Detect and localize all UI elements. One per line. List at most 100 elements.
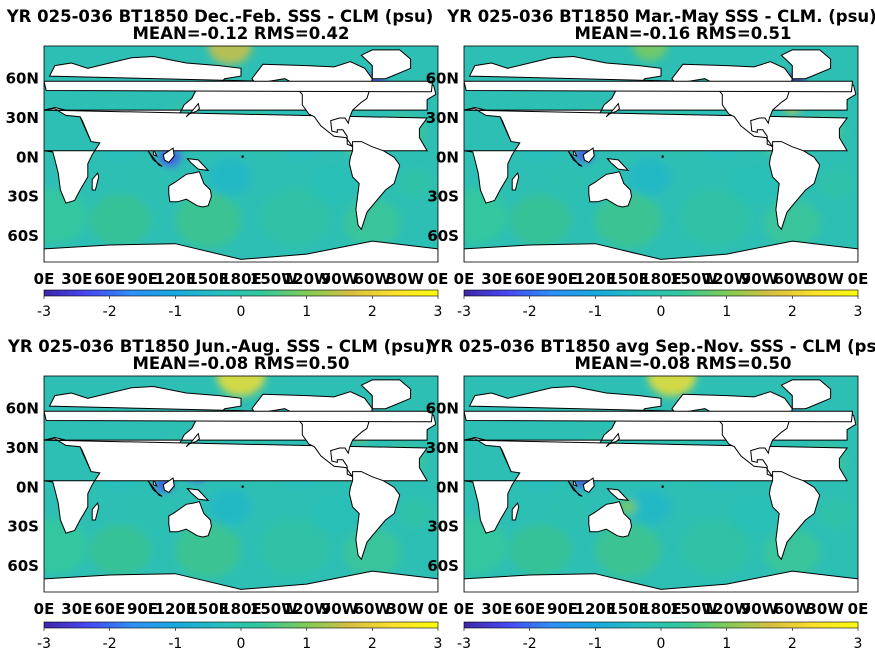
colorbar-tick-label: -1 xyxy=(588,636,602,652)
x-tick-label: 180E xyxy=(640,600,682,618)
continent-outline xyxy=(162,477,175,494)
y-tick-label: 0N xyxy=(436,148,459,166)
anomaly-patch xyxy=(89,194,152,246)
continent-outline xyxy=(567,480,583,497)
axes-frame xyxy=(463,375,859,593)
x-tick-label: 150W xyxy=(250,600,298,618)
anomaly-patch xyxy=(208,158,252,196)
anomaly-patch xyxy=(464,518,508,574)
x-tick-label: 60W xyxy=(354,270,392,288)
colorbar-tick-label: -3 xyxy=(37,636,51,652)
y-tick-label: 30N xyxy=(426,109,459,127)
anomaly-patch xyxy=(595,192,662,248)
x-tick-label: 30E xyxy=(61,270,92,288)
x-tick-label: 0E xyxy=(34,600,55,618)
colorbar-tick-label: 3 xyxy=(854,304,863,320)
continent-outline xyxy=(588,171,633,208)
continent-outline xyxy=(464,410,854,423)
x-tick-label: 120E xyxy=(575,270,617,288)
anomaly-patch xyxy=(595,522,662,578)
x-tick-label: 60W xyxy=(354,600,392,618)
x-tick-label: 90W xyxy=(321,270,359,288)
x-tick-label: 0E xyxy=(34,270,55,288)
continent-outline xyxy=(606,157,630,172)
continent-outline xyxy=(780,379,832,410)
colorbar-tick-label: 1 xyxy=(302,304,311,320)
continent-outline xyxy=(162,147,175,164)
panel-subtitle: MEAN=-0.16 RMS=0.51 xyxy=(575,24,792,43)
colorbar-tick-label: 3 xyxy=(854,636,863,652)
x-tick-label: 60W xyxy=(774,600,812,618)
continent-outline xyxy=(605,102,620,118)
continent-outline xyxy=(780,49,832,80)
y-tick-label: 0N xyxy=(436,478,459,496)
continent-outline xyxy=(661,155,664,158)
y-tick-label: 30S xyxy=(427,188,459,206)
x-tick-label: 90E xyxy=(127,270,158,288)
land-mask xyxy=(464,49,858,262)
anomaly-patch xyxy=(175,192,241,248)
x-tick-label: 90E xyxy=(127,600,158,618)
anomaly-patch xyxy=(128,496,168,530)
x-tick-label: 180E xyxy=(220,600,262,618)
continent-outline xyxy=(567,150,583,167)
y-tick-label: 30N xyxy=(6,109,39,127)
y-tick-label: 60S xyxy=(7,557,39,575)
colorbar-tick-label: -3 xyxy=(457,304,471,320)
panel-title: YR 025-036 BT1850 Dec.-Feb. SSS - CLM (p… xyxy=(6,7,434,26)
colorbar-tick-label: 3 xyxy=(434,636,443,652)
x-tick-label: 30W xyxy=(806,270,844,288)
colorbar-tick-label: 0 xyxy=(237,304,246,320)
colorbar xyxy=(463,289,859,297)
x-tick-label: 180E xyxy=(220,270,262,288)
continent-outline xyxy=(186,157,210,172)
x-tick-label: 150E xyxy=(187,270,229,288)
x-tick-label: 120E xyxy=(155,270,197,288)
continent-outline xyxy=(44,570,438,592)
colorbar-tick-label: 3 xyxy=(434,304,443,320)
colorbar-tick-label: 2 xyxy=(368,304,377,320)
y-tick-label: 60S xyxy=(7,227,39,245)
anomaly-patch xyxy=(309,163,359,204)
anomaly-patch xyxy=(818,168,854,199)
continent-outline xyxy=(464,80,854,93)
x-tick-label: 150W xyxy=(670,600,718,618)
colorbar-tick-label: 0 xyxy=(657,304,666,320)
x-tick-label: 0E xyxy=(848,270,869,288)
axes-frame xyxy=(43,375,439,593)
continent-outline xyxy=(147,480,163,497)
anomaly-patch xyxy=(208,46,252,65)
y-tick-label: 60N xyxy=(426,70,459,88)
colorbar-tick-label: 1 xyxy=(722,304,731,320)
x-tick-label: 90W xyxy=(741,600,779,618)
anomaly-patch xyxy=(548,496,588,530)
colorbar-tick-label: -2 xyxy=(523,636,537,652)
continent-outline xyxy=(44,240,438,262)
anomaly-patch xyxy=(208,488,252,526)
x-tick-label: 60W xyxy=(774,270,812,288)
continent-outline xyxy=(511,171,520,191)
x-tick-label: 0E xyxy=(428,600,449,618)
colorbar-tick-label: 1 xyxy=(722,636,731,652)
x-tick-label: 90W xyxy=(741,270,779,288)
colorbar-tick-label: -1 xyxy=(168,636,182,652)
anomaly-patch xyxy=(680,518,751,577)
continent-outline xyxy=(241,485,244,488)
y-tick-label: 60S xyxy=(427,227,459,245)
continent-outline xyxy=(464,240,858,262)
anomaly-patch xyxy=(619,499,637,515)
colorbar-tick-label: 1 xyxy=(302,636,311,652)
continent-outline xyxy=(168,501,212,538)
colorbar-tick-label: 2 xyxy=(788,304,797,320)
colorbar xyxy=(43,621,439,629)
anomaly-patch xyxy=(628,488,672,526)
colorbar-tick-label: -3 xyxy=(457,636,471,652)
land-mask xyxy=(44,49,438,262)
anomaly-patch xyxy=(647,376,697,397)
anomaly-patch xyxy=(44,518,88,574)
continent-outline xyxy=(605,432,620,448)
continent-outline xyxy=(91,501,100,521)
continent-outline xyxy=(168,171,212,208)
anomaly-patch xyxy=(628,158,672,196)
